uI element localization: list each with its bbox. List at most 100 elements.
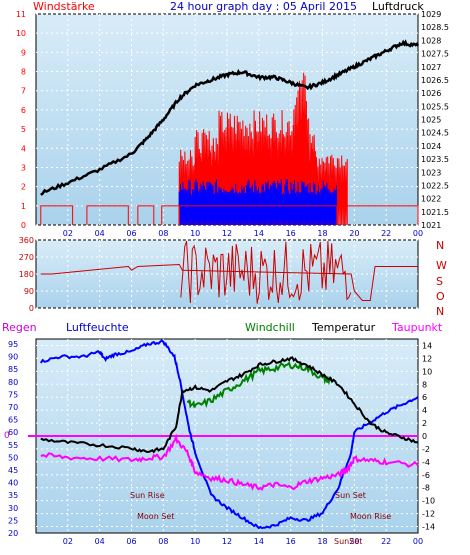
temperature-line <box>40 356 419 454</box>
temperature-label: Temperatur <box>311 321 376 334</box>
moon-rise-label: Moon Rise <box>350 512 391 521</box>
pressure-tick-label: 1025.5 <box>421 102 449 111</box>
wind-tick-label: 2 <box>21 183 26 192</box>
wind-tick-label: 4 <box>21 144 26 153</box>
humidity-tick-label: 30 <box>8 504 18 513</box>
time-tick-label: 18 <box>317 229 327 238</box>
wind-block <box>40 205 74 225</box>
direction-letter-s: S <box>436 275 443 288</box>
time-tick-label: 06 <box>126 229 136 238</box>
direction-tick-label: 270 <box>19 253 34 262</box>
wind-block <box>342 205 419 225</box>
time-tick-label: 06 <box>126 537 136 546</box>
wind-block <box>137 205 155 225</box>
direction-tick-label: 90 <box>24 287 34 296</box>
direction-tick-label: 0 <box>29 304 34 313</box>
dewpoint-line <box>40 433 419 491</box>
rain-label: Regen <box>2 321 37 334</box>
time-tick-label: 04 <box>95 229 105 238</box>
temperature-tick-label: -8 <box>422 484 430 493</box>
temperature-tick-label: 12 <box>422 354 432 363</box>
wind-block <box>86 205 129 225</box>
humidity-tick-label: 40 <box>8 479 18 488</box>
wind-pressure-series <box>40 39 420 226</box>
temperature-tick-label: 2 <box>422 419 427 428</box>
time-tick-label: 16 <box>286 537 296 546</box>
humidity-tick-label: 80 <box>8 378 18 387</box>
time-tick-label: 04 <box>95 537 105 546</box>
time-tick-label: 20 <box>349 537 359 546</box>
pressure-tick-label: 1021 <box>421 221 441 230</box>
axis-ticks: 0123456789101110211021.510221022.5102310… <box>8 10 449 546</box>
humidity-tick-label: 65 <box>8 416 18 425</box>
direction-letter-o: O <box>436 290 445 303</box>
temperature-tick-label: -6 <box>422 471 430 480</box>
time-tick-label: 18 <box>317 537 327 546</box>
pressure-tick-label: 1026.5 <box>421 76 449 85</box>
time-tick-label: 00 <box>413 537 423 546</box>
humidity-tick-label: 50 <box>8 453 18 462</box>
humidity-tick-label: 55 <box>8 441 18 450</box>
time-tick-label: 20 <box>349 229 359 238</box>
time-tick-label: 08 <box>158 537 168 546</box>
temperature-tick-label: 14 <box>422 341 432 350</box>
humidity-tick-label: 70 <box>8 403 18 412</box>
wind-tick-label: 10 <box>16 29 26 38</box>
moon-set-label: Moon Set <box>137 512 174 521</box>
humidity-tick-label: 25 <box>8 516 18 525</box>
wind-block <box>178 205 338 225</box>
time-tick-label: 00 <box>413 229 423 238</box>
time-tick-label: 22 <box>381 537 391 546</box>
pressure-line <box>40 39 420 196</box>
pressure-tick-label: 1027.5 <box>421 50 449 59</box>
zero-marker: 0 <box>4 431 10 441</box>
humidity-tick-label: 75 <box>8 390 18 399</box>
humidity-tick-label: 20 <box>8 529 18 538</box>
humidity-tick-label: 35 <box>8 491 18 500</box>
direction-line <box>40 264 418 301</box>
wind-tick-label: 9 <box>21 48 26 57</box>
temperature-tick-label: -4 <box>422 458 430 467</box>
wind-tick-label: 3 <box>21 163 26 172</box>
pressure-tick-label: 1022.5 <box>421 181 449 190</box>
humidity-tick-label: 85 <box>8 365 18 374</box>
humidity-label: Luftfeuchte <box>66 321 129 334</box>
wind-tick-label: 11 <box>16 10 26 19</box>
temperature-tick-label: -10 <box>422 497 435 506</box>
sun-set-label: Sun Set <box>335 491 366 500</box>
humidity-tick-label: 60 <box>8 428 18 437</box>
temperature-tick-label: -14 <box>422 523 435 532</box>
temperature-tick-label: -12 <box>422 510 435 519</box>
direction-tick-label: 360 <box>19 236 34 245</box>
pressure-tick-label: 1024 <box>421 142 441 151</box>
pressure-tick-label: 1027 <box>421 63 441 72</box>
direction-letter-n: N <box>436 239 444 252</box>
wind-tick-label: 0 <box>21 221 26 230</box>
temperature-tick-label: 8 <box>422 380 427 389</box>
time-tick-label: 10 <box>190 229 200 238</box>
sun-rise-label: Sun Rise <box>130 491 165 500</box>
time-tick-label: 02 <box>63 537 73 546</box>
sun-set-bottom-label: SunSet <box>334 537 362 546</box>
pressure-tick-label: 1021.5 <box>421 208 449 217</box>
humidity-tick-label: 90 <box>8 353 18 362</box>
wind-tick-label: 8 <box>21 68 26 77</box>
time-tick-label: 22 <box>381 229 391 238</box>
direction-series <box>40 240 418 304</box>
wind-tick-label: 7 <box>21 87 26 96</box>
time-tick-label: 16 <box>286 229 296 238</box>
pressure-tick-label: 1025 <box>421 116 441 125</box>
pressure-tick-label: 1023 <box>421 168 441 177</box>
time-tick-label: 08 <box>158 229 168 238</box>
pressure-tick-label: 1028 <box>421 36 441 45</box>
humidity-line <box>39 339 419 530</box>
wind-axis-title: Windstärke <box>33 0 95 13</box>
time-tick-label: 02 <box>63 229 73 238</box>
direction-letter-w: W <box>436 259 447 272</box>
time-tick-label: 12 <box>222 537 232 546</box>
temperature-tick-label: -2 <box>422 445 430 454</box>
pressure-axis-title: Luftdruck <box>372 0 424 13</box>
temperature-tick-label: 4 <box>422 406 427 415</box>
windchill-label: Windchill <box>245 321 295 334</box>
